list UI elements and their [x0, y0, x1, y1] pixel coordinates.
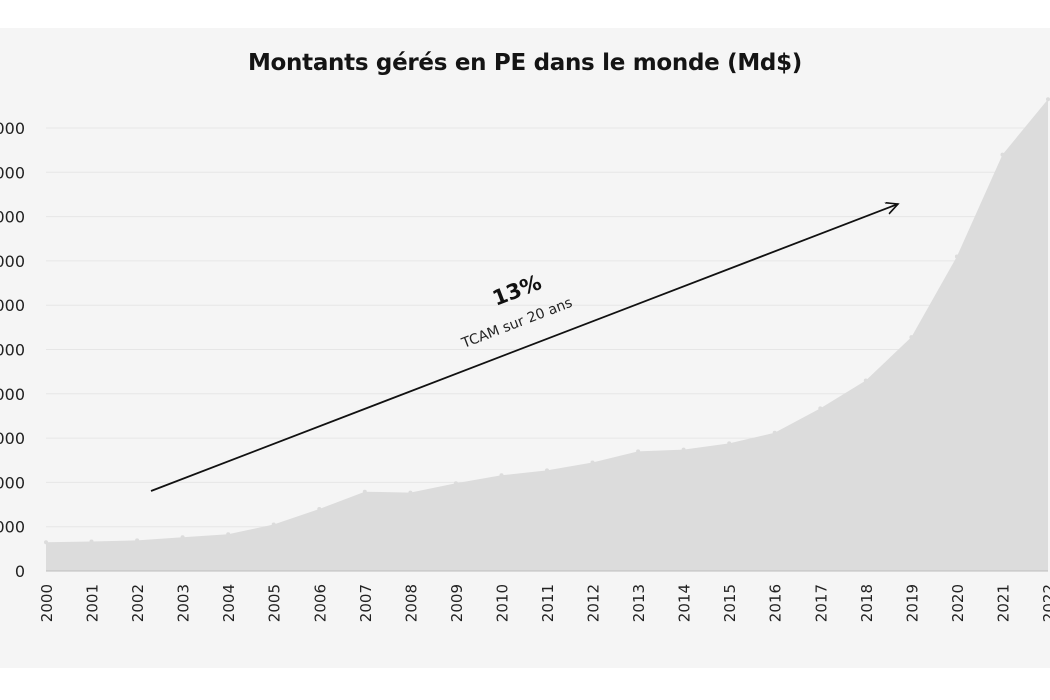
y-tick-label: 5000 — [0, 341, 25, 360]
y-tick-label: 3000 — [0, 429, 25, 448]
x-tick-label: 2009 — [448, 584, 466, 622]
x-tick-label: 2004 — [220, 584, 238, 622]
data-point — [909, 335, 914, 340]
cagr-label: TCAM sur 20 ans — [459, 295, 575, 352]
data-point — [636, 449, 641, 454]
data-point — [727, 441, 732, 446]
y-tick-label: 9000 — [0, 163, 25, 182]
data-point — [681, 447, 686, 452]
x-tick-label: 2001 — [84, 584, 102, 622]
data-point — [89, 539, 94, 544]
data-point — [226, 532, 231, 537]
x-tick-label: 2022 — [1040, 584, 1050, 622]
x-tick-label: 2020 — [949, 584, 967, 622]
data-point — [499, 473, 504, 478]
data-point — [863, 378, 868, 383]
data-point — [1000, 152, 1005, 157]
x-tick-label: 2010 — [494, 584, 512, 622]
chart-title: Montants gérés en PE dans le monde (Md$) — [247, 50, 803, 76]
x-tick-label: 2005 — [266, 584, 284, 622]
x-tick-label: 2016 — [767, 584, 785, 622]
x-tick-label: 2008 — [402, 584, 420, 622]
cagr-value: 13% — [489, 270, 545, 310]
data-point — [453, 481, 458, 486]
data-point — [135, 538, 140, 543]
area-series — [46, 99, 1048, 571]
cagr-arrow — [150, 204, 898, 492]
data-point — [1046, 97, 1050, 102]
data-point — [44, 540, 48, 545]
data-point — [271, 522, 276, 527]
y-tick-label: 4000 — [0, 385, 25, 404]
data-point — [954, 254, 959, 259]
data-point — [772, 430, 777, 435]
x-tick-label: 2017 — [812, 584, 830, 622]
y-tick-label: 6000 — [0, 296, 25, 315]
x-tick-label: 2007 — [357, 584, 375, 622]
y-tick-label: 1000 — [0, 518, 25, 537]
x-tick-label: 2014 — [676, 584, 694, 622]
y-tick-label: 8000 — [0, 208, 25, 227]
x-tick-label: 2019 — [903, 584, 921, 622]
data-point — [180, 535, 185, 540]
x-tick-label: 2002 — [129, 584, 147, 622]
y-tick-label: 10000 — [0, 119, 25, 138]
x-tick-label: 2018 — [858, 584, 876, 622]
data-point — [590, 460, 595, 465]
x-tick-label: 2006 — [311, 584, 329, 622]
x-tick-label: 2015 — [721, 584, 739, 622]
x-tick-label: 2021 — [995, 584, 1013, 622]
data-point — [818, 406, 823, 411]
data-point — [317, 507, 322, 511]
data-point — [545, 468, 549, 473]
x-tick-label: 2003 — [175, 584, 193, 622]
y-tick-label: 0 — [15, 562, 25, 581]
x-tick-label: 2013 — [630, 584, 648, 622]
data-point — [408, 490, 413, 495]
x-tick-label: 2000 — [38, 584, 56, 622]
y-tick-label: 7000 — [0, 252, 25, 271]
y-tick-label: 2000 — [0, 473, 25, 492]
x-tick-label: 2012 — [585, 584, 603, 622]
x-tick-label: 2011 — [539, 584, 557, 622]
data-point — [362, 489, 367, 494]
